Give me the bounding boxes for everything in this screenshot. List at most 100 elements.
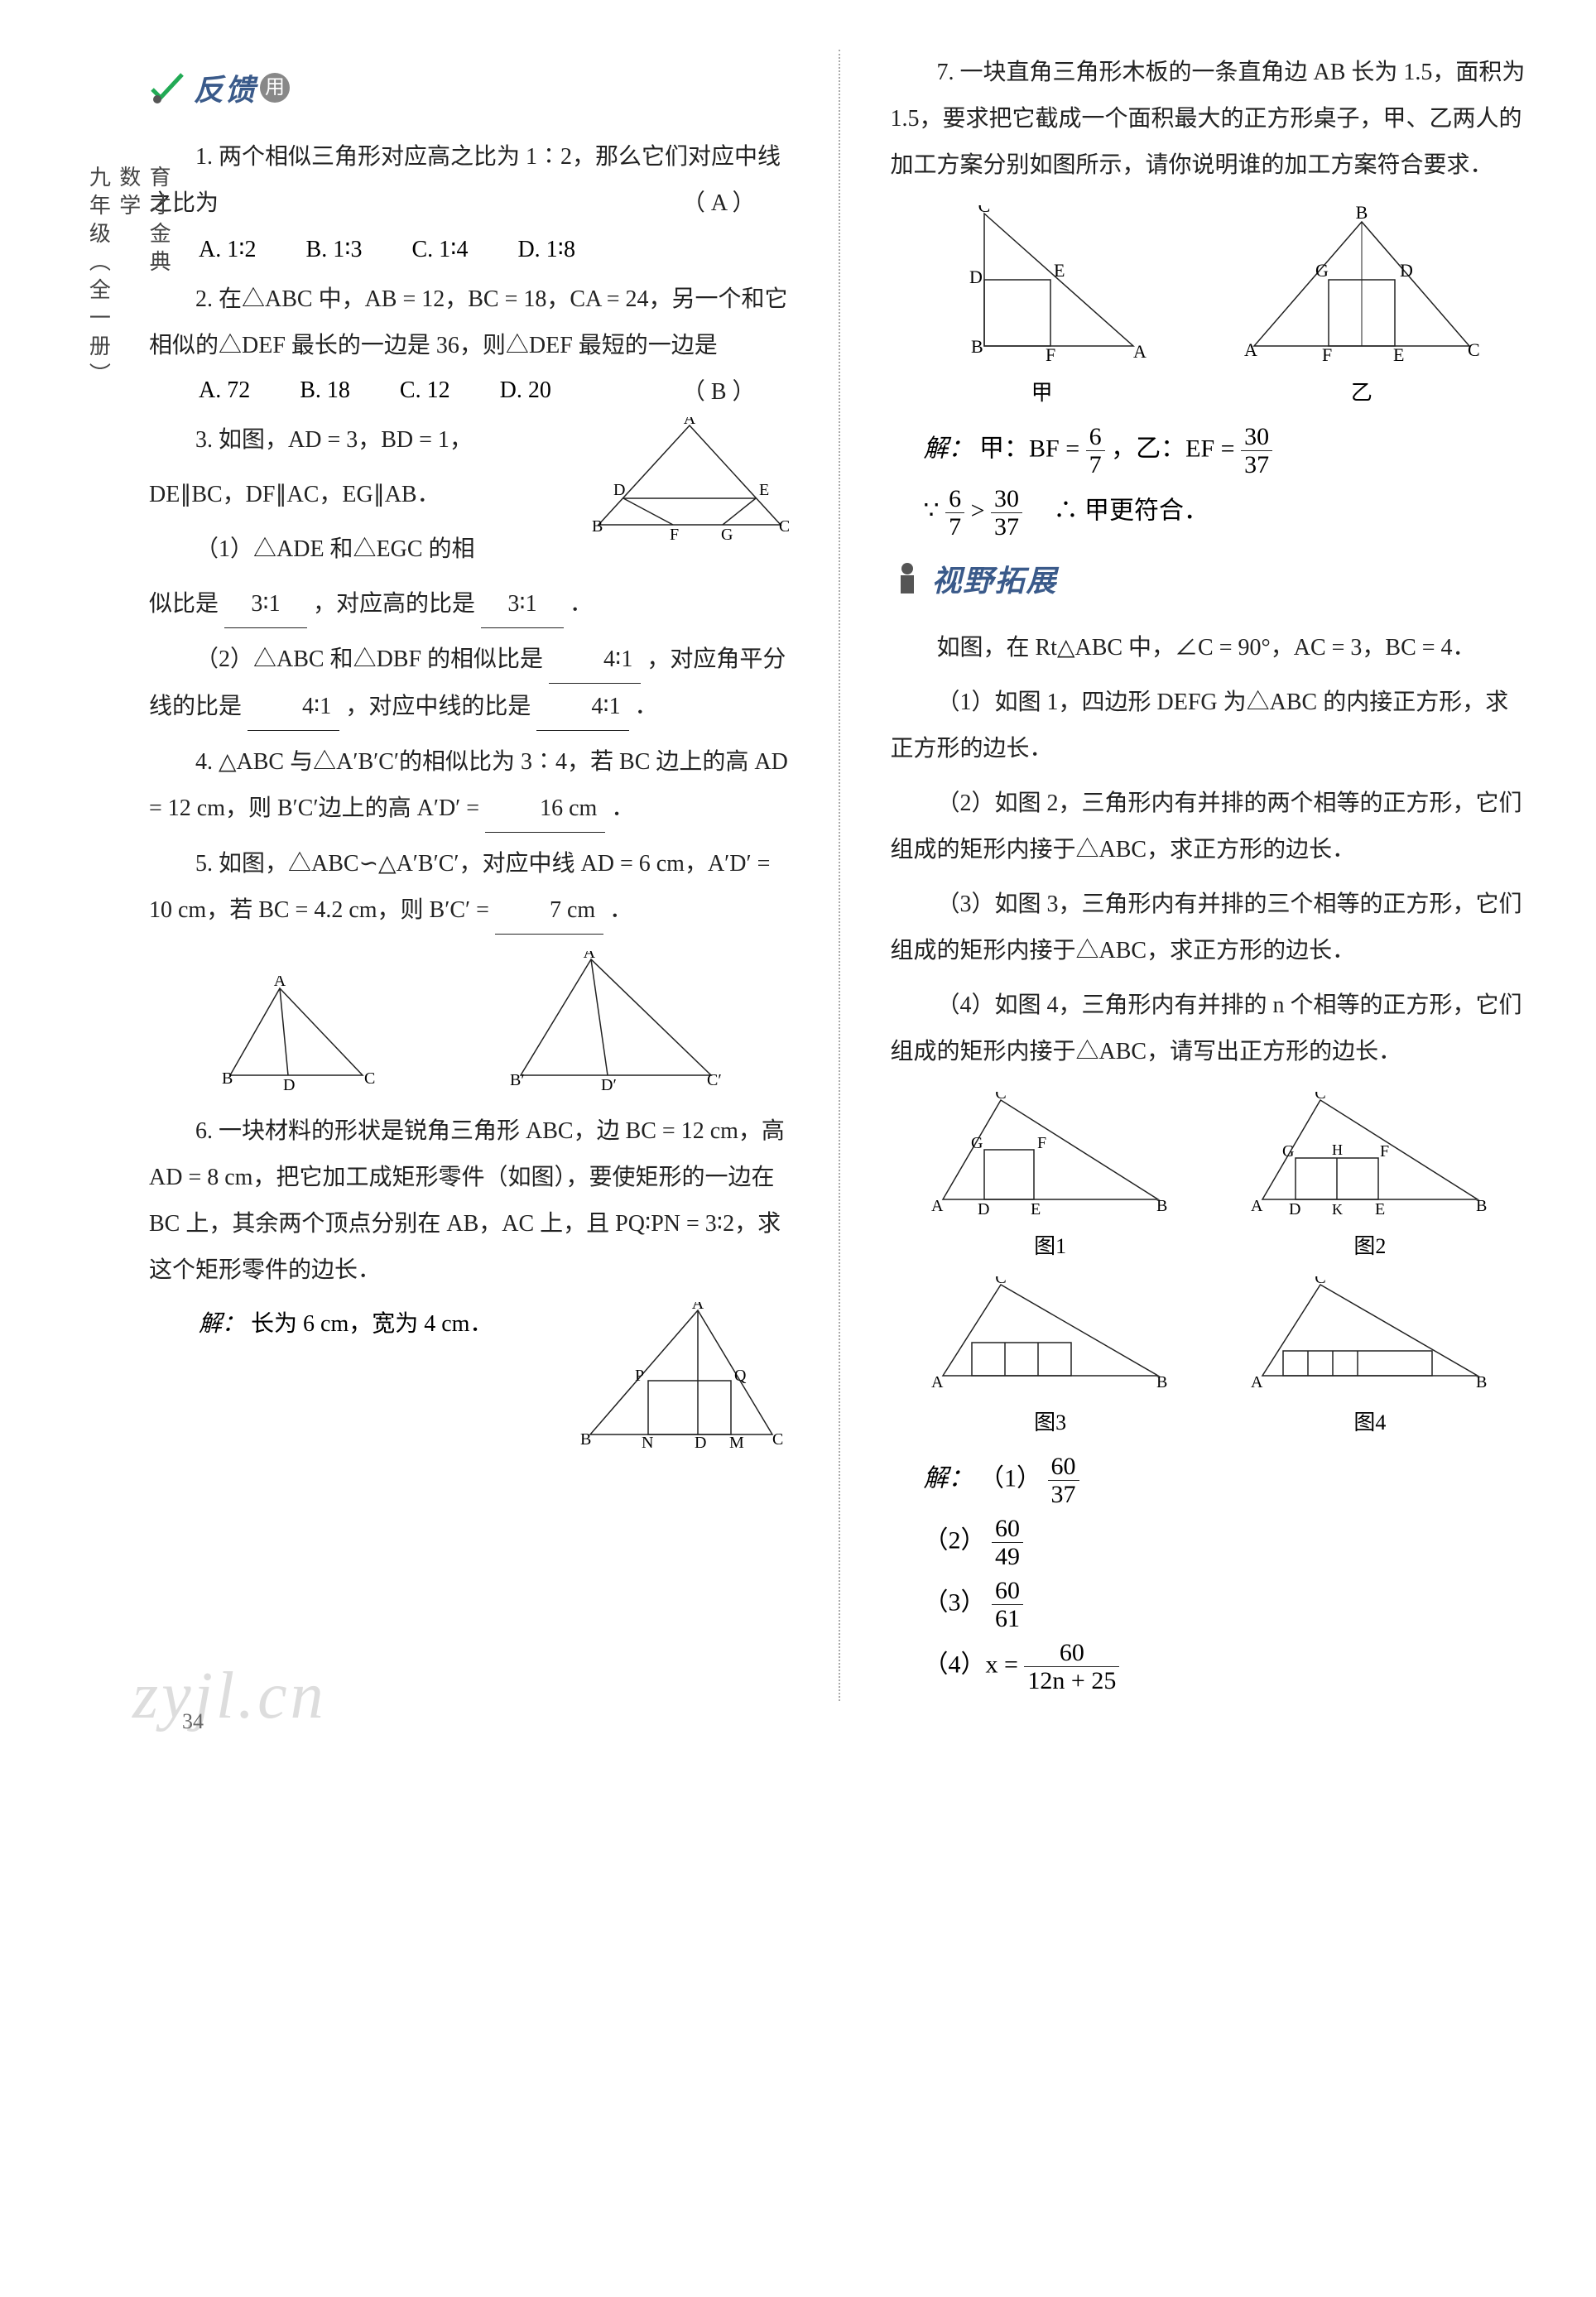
- svg-text:B: B: [592, 517, 603, 536]
- svg-text:E: E: [1375, 1200, 1385, 1218]
- fig-label-1: 图1: [926, 1229, 1175, 1260]
- problem-2-text: 2. 在△ABC 中，AB = 12，BC = 18，CA = 24，另一个和它…: [149, 286, 788, 358]
- svg-text:A: A: [1251, 1373, 1263, 1391]
- problem-6: 6. 一块材料的形状是锐角三角形 ABC，边 BC = 12 cm，高 AD =…: [149, 1108, 789, 1294]
- opt-a: A. 1∶2: [199, 235, 257, 263]
- svg-text:A: A: [1133, 341, 1147, 362]
- fig-label-4: 图4: [1246, 1406, 1494, 1436]
- problem-6-figure: A B C D P Q N M: [574, 1302, 789, 1459]
- ext-intro: 如图，在 Rt△ABC 中，∠C = 90°，AC = 3，BC = 4．: [891, 625, 1531, 671]
- check-person-icon: [149, 70, 185, 106]
- svg-text:F: F: [1322, 344, 1332, 365]
- svg-text:D: D: [613, 481, 625, 499]
- svg-text:D′: D′: [601, 1076, 617, 1092]
- svg-text:E: E: [1393, 344, 1404, 365]
- svg-text:G: G: [971, 1134, 983, 1152]
- problem-2-options: A. 72 B. 18 C. 12 D. 20: [199, 377, 636, 404]
- book-grade: 九年级（全一册）: [86, 166, 110, 391]
- svg-text:B: B: [222, 1069, 233, 1088]
- problem-1: 1. 两个相似三角形对应高之比为 1∶2，那么它们对应中线之比为 （ A ）: [149, 134, 789, 227]
- svg-text:B: B: [580, 1430, 591, 1449]
- opt-c: C. 1∶4: [411, 235, 468, 263]
- column-divider: [839, 50, 841, 1701]
- svg-text:G: G: [1282, 1142, 1294, 1161]
- problem-7-solution-line1: 解： 甲：BF = 67 ，乙：EF = 3037: [924, 423, 1531, 478]
- blank-3-2c: 4∶1: [536, 684, 628, 731]
- right-column: 7. 一块直角三角形木板的一条直角边 AB 长为 1.5，面积为 1.5，要求把…: [891, 50, 1531, 1701]
- svg-text:E: E: [1031, 1200, 1041, 1218]
- svg-text:A: A: [931, 1197, 944, 1215]
- problem-4: 4. △ABC 与△A′B′C′的相似比为 3∶4，若 BC 边上的高 AD =…: [149, 739, 789, 833]
- svg-text:N: N: [642, 1434, 653, 1452]
- svg-text:M: M: [729, 1434, 744, 1452]
- problem-3-figure: A B C D E F G: [590, 417, 789, 541]
- svg-text:Q: Q: [734, 1367, 747, 1385]
- svg-text:A: A: [1244, 339, 1257, 360]
- svg-text:F: F: [670, 526, 679, 541]
- opt-d: D. 1∶8: [517, 235, 575, 263]
- svg-text:C: C: [1315, 1276, 1325, 1287]
- ext-s4: （4）x = 6012n + 25: [924, 1639, 1531, 1694]
- svg-text:P: P: [635, 1367, 644, 1385]
- ext-figures-row1: C A B G F D E 图1 C A B G: [891, 1092, 1531, 1260]
- svg-text:C: C: [995, 1092, 1006, 1103]
- ext-p3: （3）如图 3，三角形内有并排的三个相等的正方形，它们组成的矩形内接于△ABC，…: [891, 882, 1531, 974]
- fig-label-2: 图2: [1246, 1229, 1494, 1260]
- opt-b: B. 1∶3: [306, 235, 363, 263]
- svg-text:C′: C′: [707, 1071, 722, 1089]
- blank-3-2b: 4∶1: [248, 684, 339, 731]
- section-header-feedback: 反馈 用: [149, 66, 789, 109]
- problem-7-solution-line2: ∵ 67 > 3037 ∴ 甲更符合．: [924, 485, 1531, 541]
- svg-text:E: E: [759, 481, 769, 499]
- svg-text:A: A: [274, 976, 286, 990]
- ext-p1: （1）如图 1，四边形 DEFG 为△ABC 的内接正方形，求正方形的边长．: [891, 680, 1531, 772]
- problem-7: 7. 一块直角三角形木板的一条直角边 AB 长为 1.5，面积为 1.5，要求把…: [891, 50, 1531, 189]
- svg-text:A′: A′: [584, 951, 599, 962]
- ext-s2: （2） 6049: [924, 1515, 1531, 1570]
- svg-text:G: G: [1315, 260, 1329, 281]
- person-icon: [891, 560, 924, 597]
- book-title: 育才金典: [147, 166, 171, 278]
- section-header-extension: 视野拓展: [891, 557, 1531, 600]
- svg-text:C: C: [772, 1430, 783, 1449]
- svg-text:A: A: [683, 417, 695, 428]
- problem-7-figures: C B A D E F 甲 B A C G D: [891, 205, 1531, 406]
- svg-text:D: D: [1400, 260, 1413, 281]
- problem-3-part1a: （1）△ADE 和△EGC 的相: [149, 526, 590, 573]
- svg-text:C: C: [1315, 1092, 1325, 1103]
- figure-label-jia: 甲: [935, 376, 1150, 406]
- problem-5-figure: A B C D A′ B′ C′ D′: [149, 951, 789, 1092]
- svg-text:D: D: [978, 1200, 989, 1218]
- page-number: 34: [182, 1709, 204, 1734]
- problem-6-solution: 解： 长为 6 cm，宽为 4 cm．: [199, 1302, 493, 1346]
- blank-3-1a: 3∶1: [224, 581, 307, 628]
- svg-text:D: D: [1289, 1200, 1300, 1218]
- svg-text:D: D: [283, 1076, 295, 1092]
- book-sidebar: 育才金典 数学 九年级（全一册）: [83, 166, 173, 391]
- blank-4: 16 cm: [485, 786, 605, 833]
- ext-solution: 解： （1） 6037: [924, 1453, 1531, 1508]
- problem-3-part2-line: （2）△ABC 和△DBF 的相似比是 4∶1 ，对应角平分线的比是 4∶1 ，…: [149, 637, 789, 731]
- problem-2-answer: （ B ）: [636, 369, 756, 416]
- ext-figures-row2: C A B 图3 C A B 图4: [891, 1276, 1531, 1436]
- svg-text:G: G: [721, 526, 733, 541]
- opt-d: D. 20: [500, 377, 551, 404]
- problem-1-answer: （ A ）: [636, 180, 756, 227]
- svg-text:B: B: [1156, 1197, 1167, 1215]
- problem-3-intro: 3. 如图，AD = 3，BD = 1，: [149, 417, 590, 464]
- svg-text:A: A: [931, 1373, 944, 1391]
- svg-text:H: H: [1332, 1141, 1343, 1158]
- blank-3-1b: 3∶1: [481, 581, 564, 628]
- svg-text:E: E: [1054, 260, 1065, 281]
- svg-text:B: B: [1476, 1373, 1487, 1391]
- svg-text:D: D: [969, 267, 983, 287]
- opt-b: B. 18: [300, 377, 350, 404]
- svg-text:C: C: [779, 517, 789, 536]
- problem-2: 2. 在△ABC 中，AB = 12，BC = 18，CA = 24，另一个和它…: [149, 276, 789, 369]
- svg-text:D: D: [695, 1434, 706, 1452]
- svg-text:B: B: [1476, 1197, 1487, 1215]
- book-subject: 数学: [117, 166, 141, 222]
- svg-text:B′: B′: [510, 1071, 525, 1089]
- svg-text:F: F: [1380, 1142, 1389, 1161]
- opt-c: C. 12: [400, 377, 450, 404]
